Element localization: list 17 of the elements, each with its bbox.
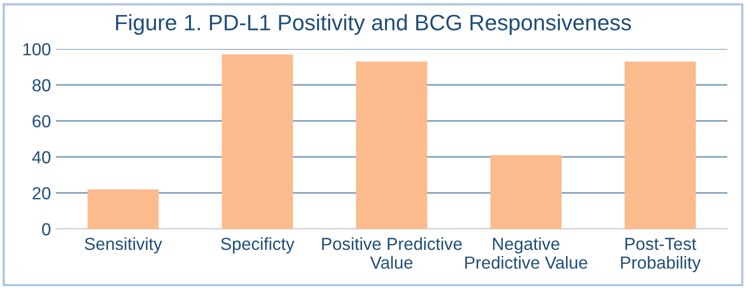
x-tick-label: Specificty (221, 237, 294, 254)
x-tick-label: Negative Predictive Value (465, 237, 588, 269)
x-tick-label: Sensitivity (84, 237, 162, 254)
y-tick-label: 100 (23, 43, 50, 56)
x-tick-label: Positive Predictive Value (322, 237, 462, 269)
y-tick-label: 40 (32, 151, 50, 164)
bar (356, 62, 428, 229)
bar (624, 62, 696, 229)
bar (490, 155, 562, 229)
bar (222, 54, 293, 229)
chart-title: Figure 1. PD-L1 Positivity and BCG Responsiveness (116, 14, 631, 35)
y-tick-label: 80 (32, 79, 50, 92)
y-tick-label: 60 (32, 115, 50, 128)
y-tick-label: 20 (32, 187, 50, 200)
x-tick-label: Post-Test Probability (621, 238, 701, 272)
bar (88, 189, 159, 229)
y-tick-label: 0 (42, 223, 50, 236)
